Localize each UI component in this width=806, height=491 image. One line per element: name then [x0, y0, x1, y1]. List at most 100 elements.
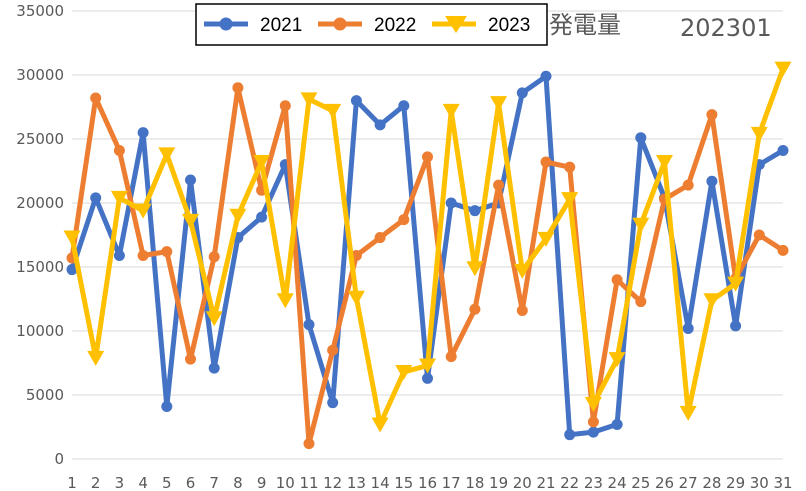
x-tick-label: 16: [418, 474, 437, 491]
x-tick-label: 13: [347, 474, 366, 491]
x-tick-label: 23: [584, 474, 603, 491]
data-point: [587, 416, 599, 428]
data-point: [279, 100, 291, 112]
data-point: [137, 249, 149, 261]
legend-marker-circle: [219, 17, 233, 31]
data-point: [469, 205, 481, 217]
data-point: [727, 276, 745, 292]
data-point: [303, 438, 315, 450]
data-point: [327, 397, 339, 409]
data-point: [182, 213, 199, 229]
data-point: [608, 352, 626, 368]
legend-item-2021: 2021: [204, 15, 302, 36]
data-point: [679, 405, 697, 421]
data-point: [635, 132, 647, 144]
data-point: [90, 92, 102, 104]
legend-item-2022: 2022: [318, 15, 416, 36]
x-tick-label: 18: [465, 474, 484, 491]
data-point: [753, 229, 765, 241]
data-point: [419, 358, 436, 374]
data-point: [398, 214, 410, 226]
x-tick-label: 17: [442, 474, 461, 491]
series-2021: [66, 70, 789, 441]
x-tick-label: 6: [186, 474, 196, 491]
data-point: [185, 353, 196, 365]
x-tick-label: 22: [560, 474, 579, 491]
data-point: [158, 147, 176, 163]
x-tick-label: 11: [299, 474, 318, 491]
data-point: [208, 251, 220, 263]
data-point: [374, 119, 386, 131]
x-tick-label: 7: [209, 474, 219, 491]
data-point: [90, 192, 102, 204]
data-point: [66, 264, 78, 276]
x-tick-label: 21: [536, 474, 555, 491]
y-tick-label: 30000: [16, 66, 64, 84]
data-point: [703, 293, 721, 309]
x-tick-label: 10: [276, 474, 295, 491]
data-point: [87, 350, 105, 366]
data-point: [490, 96, 508, 112]
x-axis-ticks: 1 2 3 4 5 6 7 8 9 10 11 12 13 14 15 16 17 18 19 20 21 22 23 24 2…: [67, 474, 792, 491]
legend-label: 2021: [260, 15, 302, 36]
x-tick-label: 24: [608, 474, 627, 491]
data-point: [516, 87, 528, 99]
data-point: [774, 61, 792, 77]
data-point: [208, 362, 220, 374]
data-point: [587, 426, 599, 438]
x-tick-label: 15: [394, 474, 413, 491]
data-point: [205, 311, 223, 327]
x-tick-label: 31: [773, 474, 792, 491]
legend-label: 2023: [488, 15, 530, 36]
data-point: [324, 103, 342, 119]
data-point: [422, 372, 433, 384]
x-tick-label: 4: [138, 474, 148, 491]
x-tick-label: 30: [750, 474, 769, 491]
series-2023: [63, 61, 792, 433]
x-tick-label: 28: [702, 474, 721, 491]
y-axis-ticks: 0 5000 10000 15000 20000 25000 30000 35000: [16, 2, 64, 468]
data-point: [611, 274, 623, 286]
gridlines: [72, 10, 783, 460]
y-tick-label: 0: [54, 450, 64, 468]
legend-box: [195, 3, 548, 46]
data-point: [466, 261, 484, 277]
x-tick-label: 12: [323, 474, 342, 491]
data-point: [398, 100, 410, 112]
chart-title: 発電量 202301: [549, 11, 772, 42]
data-point: [682, 179, 694, 191]
legend-item-2023: 2023: [432, 15, 530, 36]
data-point: [229, 208, 247, 224]
data-point: [513, 263, 531, 279]
data-point: [371, 417, 389, 433]
data-point: [256, 211, 268, 223]
data-point: [137, 127, 149, 139]
legend-label: 2022: [374, 15, 416, 36]
data-point: [232, 82, 244, 94]
data-point: [777, 145, 789, 157]
data-point: [442, 103, 460, 119]
series-2022: [66, 82, 789, 450]
legend-marker-triangle: [445, 16, 467, 33]
x-tick-label: 8: [233, 474, 243, 491]
legend-marker-circle: [333, 17, 347, 31]
data-point: [327, 344, 339, 356]
data-point: [300, 92, 318, 108]
data-point: [110, 190, 128, 206]
data-point: [113, 249, 125, 261]
chart-subtitle-text: 202301: [680, 14, 772, 42]
y-tick-label: 10000: [16, 322, 64, 340]
y-tick-label: 35000: [16, 2, 64, 20]
x-tick-label: 26: [655, 474, 674, 491]
data-point: [540, 156, 552, 168]
data-point: [303, 319, 315, 331]
x-tick-label: 5: [162, 474, 172, 491]
data-point: [253, 155, 271, 171]
data-point: [750, 126, 768, 142]
data-point: [564, 429, 576, 441]
data-point: [537, 231, 555, 247]
data-point: [347, 290, 365, 306]
data-point: [516, 305, 528, 317]
data-point: [706, 109, 718, 121]
data-point: [656, 155, 673, 171]
